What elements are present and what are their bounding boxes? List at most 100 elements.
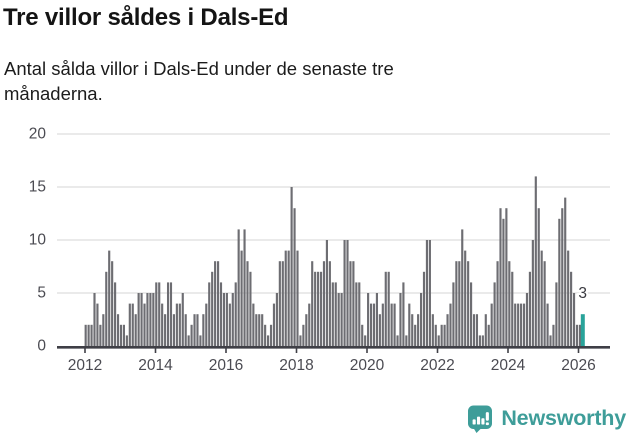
bar (196, 314, 199, 346)
bar (522, 303, 526, 346)
bar (534, 176, 537, 346)
bar (381, 303, 384, 346)
bar (199, 335, 202, 346)
bar (440, 324, 443, 346)
bar (399, 293, 402, 346)
bar (511, 271, 514, 346)
bar (219, 282, 223, 346)
bar (372, 303, 376, 346)
bar (225, 293, 228, 346)
bar (393, 303, 396, 346)
bar (249, 271, 252, 346)
bar-highlight-latest (580, 314, 585, 346)
bar (417, 314, 420, 346)
bar (119, 324, 123, 346)
bar (319, 271, 323, 346)
x-axis-tick-label: 2014 (138, 357, 173, 374)
bar (419, 293, 423, 346)
bar (520, 303, 523, 346)
bar (308, 303, 311, 346)
bar (166, 282, 170, 346)
bar (328, 261, 331, 346)
bar (314, 271, 317, 346)
bar (549, 335, 552, 346)
bar (267, 335, 270, 346)
bar (478, 335, 481, 346)
bar (90, 324, 93, 346)
bar (349, 261, 352, 346)
bar (443, 324, 446, 346)
x-axis-tick-label: 2024 (491, 357, 526, 374)
bar (405, 335, 408, 346)
bar (305, 314, 308, 346)
bar (258, 314, 261, 346)
bar (540, 250, 543, 346)
bar (537, 208, 540, 346)
bar (87, 324, 90, 346)
bar (172, 314, 176, 346)
bar (178, 303, 181, 346)
bar (149, 293, 152, 346)
bar (281, 261, 284, 346)
bar (187, 335, 190, 346)
bar (146, 293, 149, 346)
bar (261, 314, 264, 346)
bar (269, 324, 273, 346)
bar (355, 282, 358, 346)
bar (364, 335, 367, 346)
bar (543, 261, 546, 346)
bar (116, 314, 120, 346)
bar (190, 324, 193, 346)
x-axis-tick-label: 2022 (420, 357, 454, 374)
bar (505, 208, 508, 346)
bar (358, 282, 361, 346)
bar (508, 261, 511, 346)
bar (525, 293, 529, 346)
bar (143, 303, 146, 346)
last-value-label: 3 (578, 285, 587, 302)
bar (396, 335, 399, 346)
bar (411, 314, 414, 346)
bar (558, 218, 561, 346)
bar (111, 261, 114, 346)
bar (514, 303, 517, 346)
bar (340, 293, 343, 346)
bar (208, 282, 211, 346)
bar (449, 303, 452, 346)
bar (487, 324, 490, 346)
bar (158, 282, 161, 346)
newsworthy-logo-text: Newsworthy (501, 406, 626, 430)
bar (193, 314, 196, 346)
bar (122, 324, 125, 346)
bar (278, 261, 281, 346)
bar (561, 208, 564, 346)
bar (140, 293, 143, 346)
page-subtitle: Antal sålda villor i Dals-Ed under de se… (4, 58, 394, 104)
bar (564, 197, 567, 346)
bar (84, 324, 87, 346)
bar (384, 271, 387, 346)
bar (317, 271, 320, 346)
bar (546, 303, 549, 346)
bar (552, 324, 555, 346)
bar (455, 261, 458, 346)
bar (490, 303, 493, 346)
bar (302, 324, 305, 346)
bar (375, 293, 379, 346)
bar (105, 271, 108, 346)
bar (502, 218, 505, 346)
bar (214, 261, 217, 346)
y-axis-tick-label: 15 (29, 179, 46, 196)
bar (296, 250, 299, 346)
bar (155, 282, 158, 346)
bar (96, 303, 99, 346)
y-axis-tick-label: 0 (37, 338, 46, 355)
bar (496, 261, 499, 346)
bar (108, 250, 111, 346)
bar (255, 314, 258, 346)
bar (570, 271, 573, 346)
bar (311, 261, 314, 346)
bar (575, 324, 579, 346)
bar (237, 229, 240, 346)
